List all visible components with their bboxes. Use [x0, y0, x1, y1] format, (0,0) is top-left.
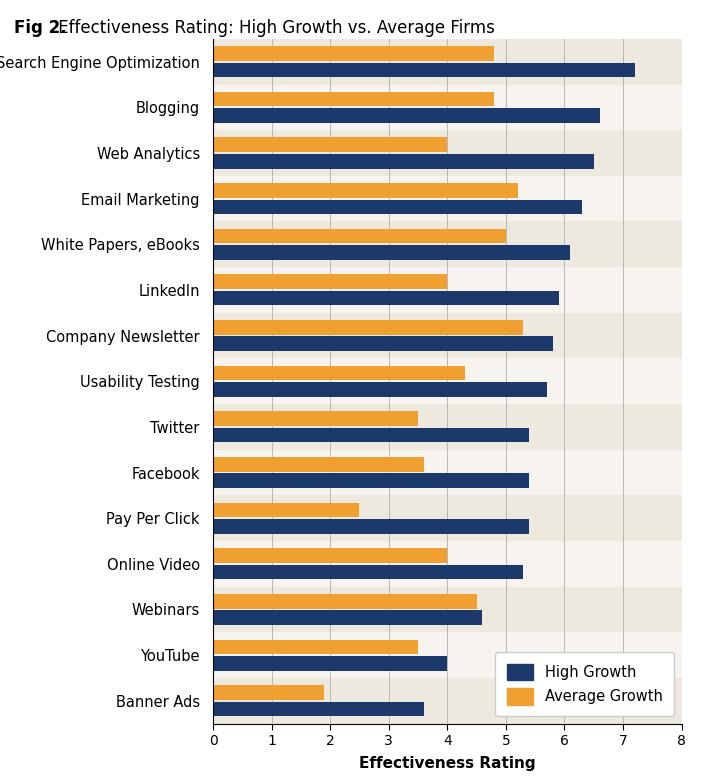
X-axis label: Effectiveness Rating: Effectiveness Rating — [359, 756, 535, 771]
Bar — [213, 138, 447, 152]
Bar — [213, 337, 553, 351]
Bar — [213, 633, 682, 678]
Bar — [213, 428, 530, 443]
Bar — [213, 176, 682, 222]
Bar — [213, 229, 506, 244]
Bar — [213, 267, 682, 313]
Bar — [213, 382, 547, 397]
Bar — [213, 519, 530, 534]
Bar — [213, 359, 682, 404]
Bar — [213, 450, 682, 496]
Bar — [213, 275, 447, 289]
Bar — [213, 678, 682, 724]
Bar — [213, 245, 570, 260]
Bar — [213, 640, 418, 654]
Bar — [213, 412, 418, 426]
Bar — [213, 503, 359, 517]
Bar — [213, 92, 494, 107]
Bar — [213, 291, 559, 306]
Bar — [213, 63, 635, 77]
Bar — [213, 404, 682, 450]
Bar — [213, 587, 682, 633]
Bar — [213, 548, 447, 562]
Text: Fig 2.: Fig 2. — [14, 19, 67, 37]
Bar — [213, 611, 483, 625]
Bar — [213, 108, 599, 123]
Bar — [213, 685, 324, 699]
Bar — [213, 200, 582, 214]
Bar — [213, 154, 594, 169]
Text: Effectiveness Rating: High Growth vs. Average Firms: Effectiveness Rating: High Growth vs. Av… — [53, 19, 495, 37]
Bar — [213, 313, 682, 359]
Bar — [213, 541, 682, 587]
Bar — [213, 366, 465, 380]
Bar — [213, 702, 424, 717]
Bar — [213, 594, 476, 608]
Bar — [213, 85, 682, 130]
Bar — [213, 565, 523, 580]
Bar — [213, 320, 523, 335]
Bar — [213, 222, 682, 267]
Bar — [213, 496, 682, 541]
Bar — [213, 457, 424, 471]
Bar — [213, 474, 530, 488]
Bar — [213, 39, 682, 85]
Legend: High Growth, Average Growth: High Growth, Average Growth — [495, 652, 674, 717]
Bar — [213, 130, 682, 176]
Bar — [213, 656, 447, 671]
Bar — [213, 183, 518, 198]
Bar — [213, 46, 494, 61]
